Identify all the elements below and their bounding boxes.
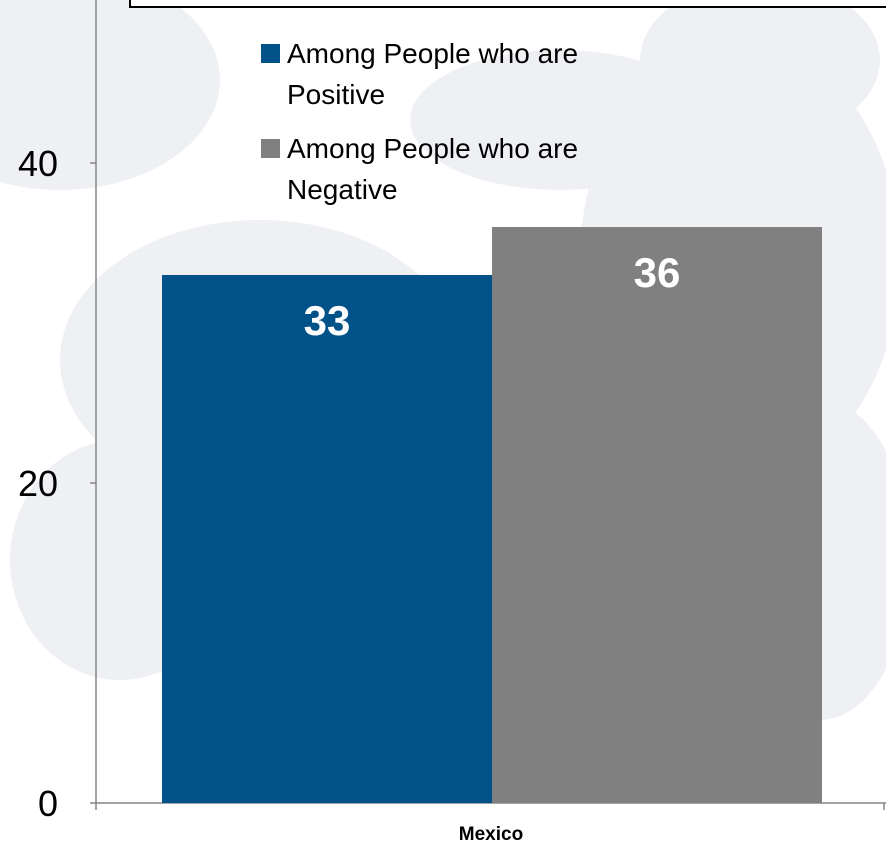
- bar-positive: [162, 275, 492, 803]
- y-tick-label: 40: [18, 143, 58, 184]
- legend-label-negative-line2: Negative: [287, 174, 398, 205]
- bar-negative: [492, 227, 822, 803]
- y-tick-label: 20: [18, 463, 58, 504]
- y-tick-label: 0: [38, 783, 58, 824]
- legend: Among People who are Positive Among Peop…: [261, 38, 578, 205]
- title-box: [129, 0, 886, 8]
- legend-label-positive-line2: Positive: [287, 79, 385, 110]
- x-category-label: Mexico: [459, 824, 523, 845]
- legend-label-negative-line1: Among People who are: [287, 133, 578, 164]
- bars: [162, 227, 822, 803]
- legend-swatch-negative: [261, 139, 280, 158]
- map-shape: [410, 50, 710, 190]
- data-labels: 33 36: [304, 249, 681, 344]
- bar-value-label: 33: [304, 297, 351, 344]
- legend-swatch-positive: [261, 44, 280, 63]
- bar-value-label: 36: [634, 249, 681, 296]
- map-shape: [0, 0, 220, 190]
- legend-label-positive-line1: Among People who are: [287, 38, 578, 69]
